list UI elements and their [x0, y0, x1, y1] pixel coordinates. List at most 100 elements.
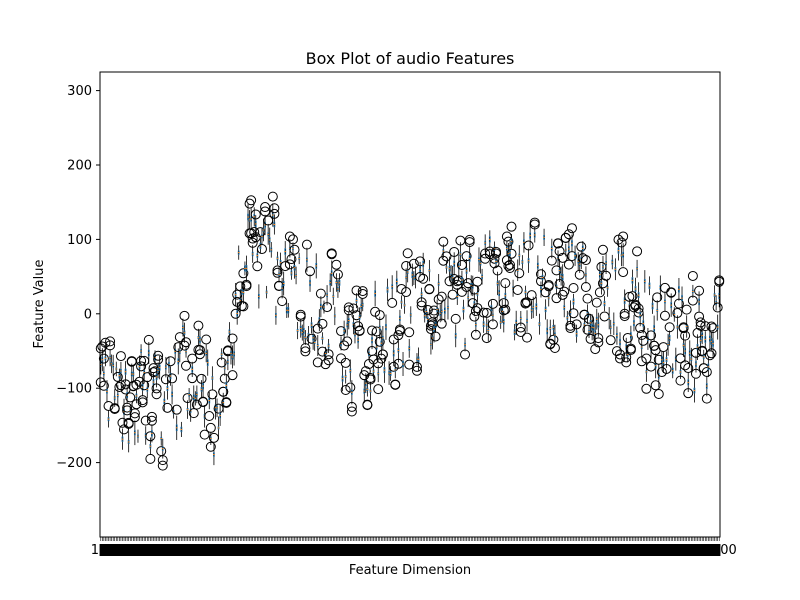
x-tick-label-mark [146, 544, 149, 556]
flier [205, 441, 216, 452]
x-tick-label-mark [645, 544, 648, 556]
x-tick-label-last: 400 [712, 543, 737, 558]
box-65 [194, 330, 205, 360]
x-tick-label-mark [618, 544, 622, 556]
x-tick-label-mark [558, 544, 561, 556]
flier [105, 336, 116, 347]
flier [373, 384, 384, 395]
x-tick-label-mark [581, 544, 585, 556]
x-tick-label-mark [133, 544, 137, 556]
x-tick-label-mark [299, 544, 302, 556]
flier [548, 334, 559, 345]
x-tick-label-mark [597, 544, 600, 556]
x-tick-label-mark [237, 544, 240, 556]
x-tick-label-mark [437, 544, 440, 556]
x-tick-label-mark [173, 544, 177, 556]
flier [597, 244, 608, 255]
x-tick-label-mark [144, 544, 147, 556]
x-tick-label-mark [211, 544, 214, 556]
x-tick-label-mark [141, 544, 144, 556]
flier [687, 270, 698, 281]
x-tick-label-mark [504, 544, 507, 556]
x-tick-label-mark [522, 544, 526, 556]
box-128 [296, 321, 299, 340]
x-tick-label-mark [535, 544, 538, 556]
x-tick-label-mark [468, 544, 471, 556]
x-tick-label-mark [656, 544, 659, 556]
x-tick-label-mark [497, 544, 501, 556]
box-283 [536, 255, 539, 277]
flier [447, 289, 458, 300]
x-tick-label-mark [242, 544, 245, 556]
y-tick-label: 300 [67, 84, 92, 99]
x-tick-label-mark [262, 544, 265, 556]
box-314 [580, 255, 591, 292]
flier [315, 288, 326, 299]
x-tick-label-mark [567, 544, 571, 556]
x-tick-label-mark [713, 544, 716, 556]
x-tick-label-mark [290, 544, 293, 556]
x-tick-label-mark [508, 544, 512, 556]
x-tick-label-mark [291, 544, 295, 556]
x-tick-label-mark [177, 544, 180, 556]
box-162 [345, 359, 356, 393]
flier [277, 296, 288, 307]
flier [472, 276, 483, 287]
box-173 [362, 382, 373, 411]
x-tick-label-mark [457, 544, 461, 556]
flier [196, 373, 207, 384]
flier [522, 332, 533, 343]
flier [633, 303, 644, 314]
flier [336, 326, 347, 337]
flier [235, 281, 246, 292]
flier [129, 412, 140, 423]
flier [348, 303, 359, 314]
x-tick-label-mark [516, 544, 519, 556]
flier [566, 251, 577, 262]
flier [346, 401, 357, 412]
box-9 [112, 354, 115, 376]
x-tick-label-mark [138, 544, 141, 556]
x-tick-label-mark [482, 544, 485, 556]
box-184 [383, 357, 386, 383]
box-351 [638, 313, 649, 346]
flier [504, 259, 515, 270]
x-tick-label-mark [493, 544, 496, 556]
flier [345, 382, 356, 393]
x-tick-label-mark [502, 544, 505, 556]
box-54 [182, 318, 184, 337]
x-tick-label-mark [666, 544, 670, 556]
x-tick-label-mark [595, 544, 598, 556]
flier [515, 322, 526, 333]
flier [422, 304, 433, 315]
x-tick-label-mark [451, 544, 454, 556]
x-tick-label-mark [203, 544, 206, 556]
box-219 [433, 274, 444, 305]
box-261 [498, 298, 509, 333]
box-323 [594, 262, 605, 298]
box-294 [549, 324, 560, 354]
x-tick-label-mark [671, 544, 674, 556]
x-tick-label-mark [194, 544, 197, 556]
flier [332, 269, 343, 280]
x-tick-label-mark [344, 544, 347, 556]
flier [252, 261, 263, 272]
x-tick-label-mark [234, 544, 237, 556]
box-132 [302, 318, 305, 344]
x-tick-label-mark [487, 544, 490, 556]
x-tick-label-mark [446, 544, 450, 556]
x-tick-label-mark [142, 544, 146, 556]
box-143 [315, 288, 326, 318]
box-62 [194, 391, 197, 406]
flier [701, 366, 712, 377]
x-tick-label-mark [256, 544, 259, 556]
x-tick-label-mark [259, 544, 262, 556]
box-245 [478, 247, 480, 272]
box-248 [478, 307, 489, 333]
x-tick-label-mark [308, 544, 312, 556]
x-tick-label-mark [310, 544, 313, 556]
box-28 [137, 378, 148, 408]
x-tick-label-mark [693, 544, 696, 556]
flier [415, 271, 426, 282]
flier [580, 255, 591, 266]
